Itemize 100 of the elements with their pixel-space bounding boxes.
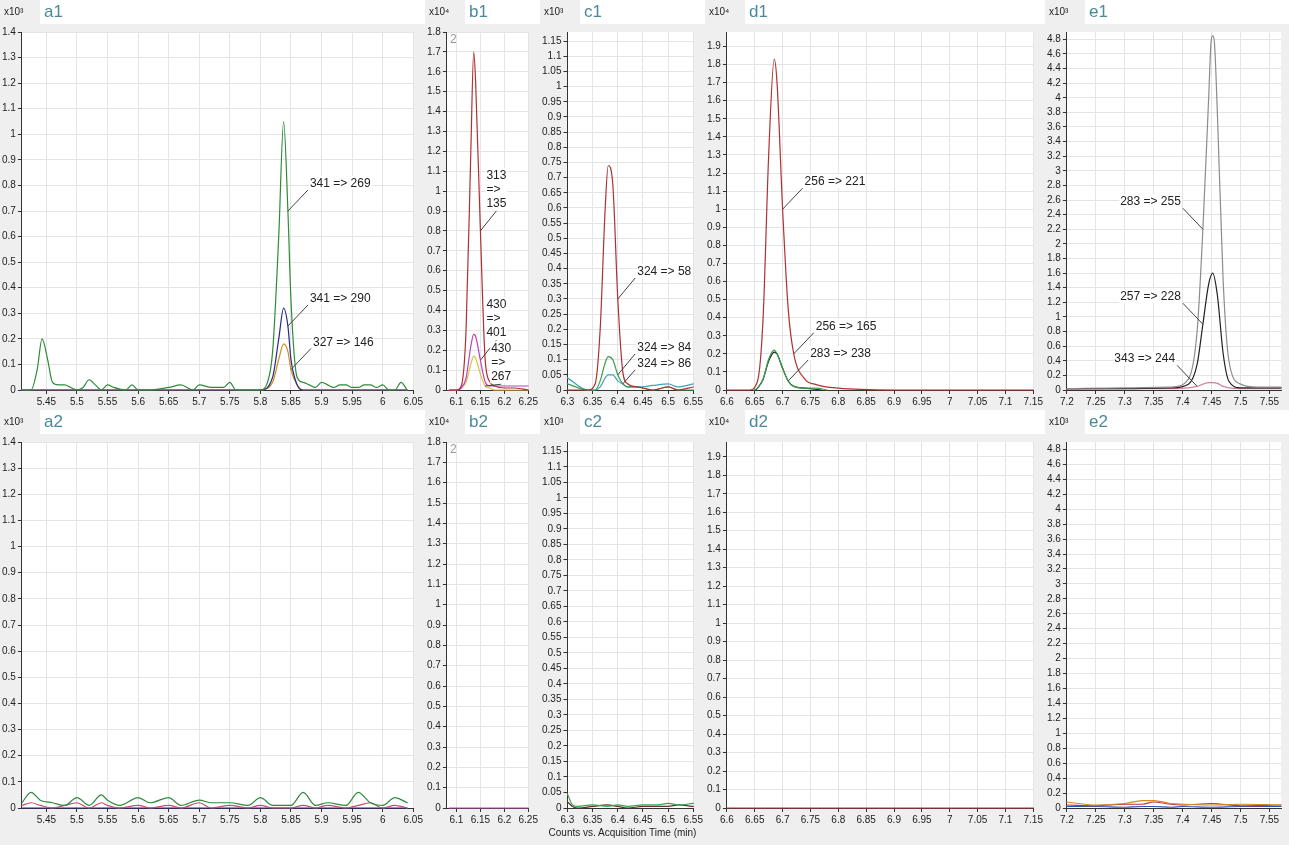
annotation: 324 => 84	[637, 339, 692, 354]
annotation: 430 => 267	[491, 341, 512, 384]
x-tick-label: 7.45	[1201, 813, 1222, 825]
y-tick-label: 0.9	[427, 618, 442, 630]
x-tick-label: 5.9	[314, 395, 329, 407]
y-tick-label: 0.9	[707, 635, 722, 647]
annotation: 283 => 255	[1120, 194, 1182, 209]
x-tick-label: 6.25	[518, 813, 539, 825]
x-tick-label: 7.35	[1143, 395, 1164, 407]
y-tick-label: 0.6	[1047, 339, 1062, 351]
y-tick-label: 3.2	[1047, 149, 1062, 161]
x-tick-label: 6.2	[497, 813, 512, 825]
y-tick-label: 2.6	[1047, 607, 1062, 619]
x-tick-label: 6.2	[497, 395, 512, 407]
chart-title: c2	[580, 410, 705, 434]
y-tick-label: 0.95	[541, 95, 562, 107]
y-tick-label: 0.3	[427, 324, 442, 336]
y-tick-label: 0.2	[2, 749, 17, 761]
y-tick-label: 4.6	[1047, 458, 1062, 470]
y-tick-label: 1.4	[427, 517, 442, 529]
x-tick-label: 6.4	[610, 813, 626, 825]
annotation: 324 => 86	[637, 355, 692, 370]
y-tick-label: 4.6	[1047, 47, 1062, 59]
x-tick-label: 6.45	[633, 395, 654, 407]
x-tick-label: 7.4	[1175, 395, 1191, 407]
x-tick-label: 5.45	[36, 395, 57, 407]
y-tick-label: 0.45	[541, 662, 562, 674]
y-tick-label: 1.3	[2, 51, 17, 63]
chart-title: a1	[40, 0, 425, 24]
x-tick-label: 6.1	[449, 395, 464, 407]
y-axis-title: x10³	[1049, 416, 1069, 427]
y-tick-label: 0.9	[2, 566, 17, 578]
x-tick-label: 5.8	[253, 813, 268, 825]
y-tick-label: 1.4	[2, 435, 17, 447]
y-tick-label: 1.5	[707, 524, 722, 536]
y-tick-label: 2.6	[1047, 193, 1062, 205]
x-tick-label: 6.8	[831, 813, 846, 825]
y-tick-label: 2.4	[1047, 208, 1062, 220]
y-tick-label: 0.6	[427, 679, 442, 691]
y-tick-label: 1.8	[707, 58, 722, 70]
y-tick-label: 0.8	[2, 179, 17, 191]
y-tick-label: 0.55	[541, 216, 562, 228]
y-tick-label: 1.4	[427, 105, 442, 117]
y-tick-label: 0	[435, 801, 442, 813]
y-tick-label: 3.2	[1047, 562, 1062, 574]
chart-title: e1	[1085, 0, 1289, 24]
y-tick-label: 1.5	[427, 85, 442, 97]
annotation: 2	[449, 442, 457, 457]
y-tick-label: 0.4	[1047, 354, 1062, 366]
x-tick-label: 6.75	[800, 395, 821, 407]
y-tick-label: 1.8	[707, 469, 722, 481]
y-tick-label: 1.9	[707, 40, 722, 52]
annotation: 256 => 221	[804, 174, 866, 189]
x-tick-label: 6.3	[560, 395, 575, 407]
x-tick-label: 5.9	[314, 813, 329, 825]
y-tick-label: 1.1	[547, 50, 562, 62]
x-tick-label: 6	[379, 395, 386, 407]
y-tick-label: 0.8	[427, 224, 442, 236]
y-tick-label: 1.7	[427, 45, 442, 57]
x-tick-label: 5.65	[158, 813, 179, 825]
y-tick-label: 0.4	[2, 697, 17, 709]
x-tick-label: 7.3	[1117, 395, 1133, 407]
y-tick-label: 0.6	[707, 690, 722, 702]
y-tick-label: 1	[10, 540, 17, 552]
x-tick-label: 6.55	[683, 813, 704, 825]
y-tick-label: 0.7	[427, 244, 442, 256]
y-tick-label: 0	[1055, 801, 1062, 813]
y-tick-label: 0.2	[547, 739, 562, 751]
y-tick-label: 1.4	[707, 130, 722, 142]
y-tick-label: 0.8	[707, 239, 722, 251]
y-tick-label: 1.2	[707, 579, 722, 591]
y-tick-label: 3.6	[1047, 532, 1062, 544]
y-tick-label: 0.5	[2, 671, 17, 683]
x-tick-label: 6.9	[887, 813, 902, 825]
x-tick-label: 6.35	[582, 395, 603, 407]
y-axis-title: x10⁴	[709, 6, 730, 17]
x-tick-label: 5.5	[69, 395, 85, 407]
y-tick-label: 0.6	[2, 644, 17, 656]
x-tick-label: 5.6	[131, 395, 146, 407]
y-axis-title: x10⁴	[709, 416, 730, 427]
y-tick-label: 1	[435, 184, 442, 196]
y-tick-label: 0	[555, 383, 562, 395]
y-tick-label: 0.8	[1047, 325, 1062, 337]
x-tick-label: 6.75	[800, 813, 821, 825]
x-tick-label: 6.15	[470, 395, 491, 407]
y-tick-label: 0.9	[427, 204, 442, 216]
annotation: 256 => 165	[815, 318, 877, 333]
annotation: 327 => 146	[312, 334, 375, 349]
y-tick-label: 0.25	[541, 307, 562, 319]
y-tick-label: 1.05	[541, 476, 562, 488]
y-tick-label: 0.8	[427, 639, 442, 651]
y-tick-label: 1.2	[427, 145, 442, 157]
y-tick-label: 1.1	[2, 514, 17, 526]
x-tick-label: 7.4	[1175, 813, 1191, 825]
y-tick-label: 1.8	[1047, 667, 1062, 679]
y-tick-label: 0.5	[427, 700, 442, 712]
y-tick-label: 0.7	[427, 659, 442, 671]
x-tick-label: 5.55	[97, 395, 118, 407]
y-tick-label: 2.8	[1047, 179, 1062, 191]
x-tick-label: 7	[946, 395, 953, 407]
